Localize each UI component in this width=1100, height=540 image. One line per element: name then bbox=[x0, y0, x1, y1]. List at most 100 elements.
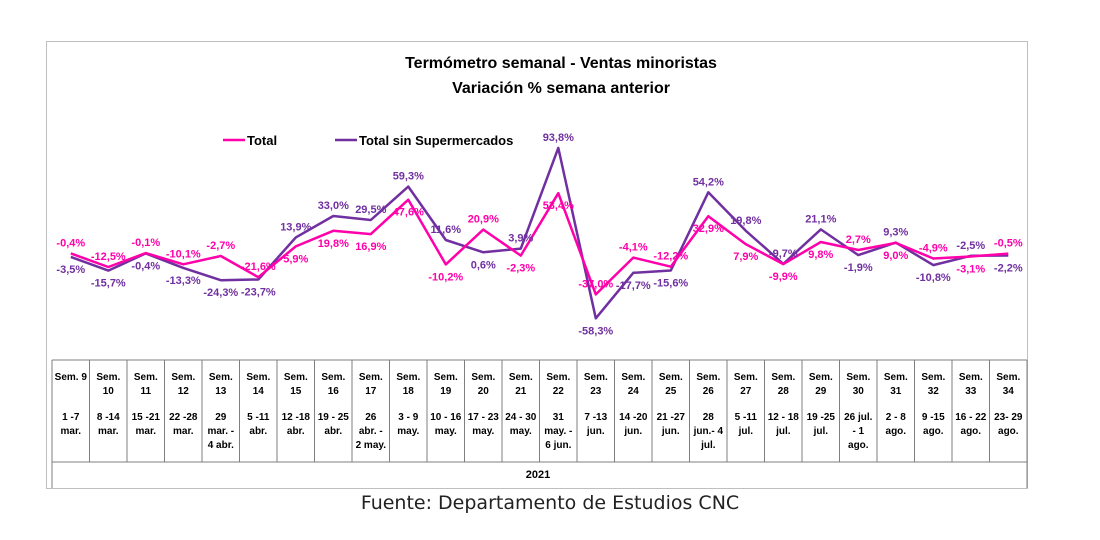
data-label-sin-supermercados: 11,6% bbox=[431, 224, 462, 236]
legend-label-total: Total bbox=[247, 133, 277, 148]
tick-week-label: Sem. bbox=[996, 372, 1020, 383]
data-label-sin-supermercados: 33,0% bbox=[318, 200, 349, 212]
tick-date-label: jul. bbox=[700, 440, 716, 451]
tick-date-label: 8 -14 bbox=[97, 412, 120, 423]
tick-week-label: 26 bbox=[703, 386, 715, 397]
data-label-sin-supermercados: -13,3% bbox=[166, 275, 201, 287]
data-label-sin-supermercados: 13,9% bbox=[280, 221, 311, 233]
data-label-sin-supermercados: 54,2% bbox=[693, 176, 724, 188]
tick-date-label: 2 - 8 bbox=[886, 412, 906, 423]
data-label-sin-supermercados: 0,6% bbox=[471, 259, 496, 271]
tick-date-label: ago. bbox=[961, 426, 982, 437]
tick-week-label: Sem. bbox=[809, 372, 833, 383]
tick-date-label: jun. bbox=[586, 426, 605, 437]
tick-date-label: 4 abr. bbox=[208, 440, 234, 451]
data-label-sin-supermercados: -58,3% bbox=[578, 325, 613, 337]
tick-week-label: 10 bbox=[103, 386, 115, 397]
tick-week-label: Sem. bbox=[659, 372, 683, 383]
tick-week-label: Sem. bbox=[846, 372, 870, 383]
data-label-total: -0,1% bbox=[131, 237, 160, 249]
data-label-sin-supermercados: 3,9% bbox=[508, 233, 533, 245]
tick-week-label: Sem. bbox=[771, 372, 795, 383]
tick-date-label: 24 - 30 bbox=[505, 412, 537, 423]
data-label-total: -10,2% bbox=[428, 271, 463, 283]
tick-week-label: 33 bbox=[965, 386, 977, 397]
data-label-sin-supermercados: -15,7% bbox=[91, 278, 126, 290]
tick-week-label: Sem. bbox=[884, 372, 908, 383]
tick-week-label: 24 bbox=[628, 386, 640, 397]
tick-week-label: Sem. 9 bbox=[55, 372, 88, 383]
series-line-total bbox=[70, 191, 1009, 296]
tick-date-label: mar. bbox=[136, 426, 157, 437]
data-label-sin-supermercados: -9,7% bbox=[769, 248, 798, 260]
data-label-total: 2,7% bbox=[846, 234, 871, 246]
tick-date-label: 10 - 16 bbox=[430, 412, 462, 423]
data-label-sin-supermercados: 21,1% bbox=[805, 213, 836, 225]
tick-date-label: abr. - bbox=[359, 426, 383, 437]
tick-date-label: 7 -13 bbox=[584, 412, 607, 423]
tick-week-label: Sem. bbox=[584, 372, 608, 383]
tick-week-label: 20 bbox=[478, 386, 490, 397]
data-label-total: -21,6% bbox=[241, 261, 276, 273]
data-label-total: 5,9% bbox=[283, 253, 308, 265]
data-label-total: 16,9% bbox=[355, 241, 386, 253]
data-label-total: 53,4% bbox=[543, 200, 574, 212]
tick-date-label: abr. bbox=[324, 426, 342, 437]
data-label-sin-supermercados: -10,8% bbox=[916, 272, 951, 284]
tick-week-label: Sem. bbox=[134, 372, 158, 383]
tick-date-label: 31 bbox=[553, 412, 565, 423]
tick-date-label: abr. bbox=[287, 426, 305, 437]
data-label-sin-supermercados: -2,2% bbox=[994, 263, 1023, 275]
data-label-total: -3,1% bbox=[956, 264, 985, 276]
tick-week-label: 15 bbox=[290, 386, 302, 397]
tick-date-label: 2 may. bbox=[356, 440, 387, 451]
tick-date-label: ago. bbox=[923, 426, 944, 437]
tick-date-label: 17 - 23 bbox=[468, 412, 500, 423]
data-label-sin-supermercados: 19,8% bbox=[730, 215, 761, 227]
tick-week-label: 31 bbox=[890, 386, 902, 397]
category-tick-labels: Sem. 9 1 -7 mar. Sem. 10 8 -14 mar. Sem. 11 15 -2… bbox=[55, 372, 1023, 451]
line-chart: Termómetro semanal - Ventas minoristas V… bbox=[51, 55, 1028, 488]
tick-week-label: 28 bbox=[778, 386, 790, 397]
series-lines bbox=[70, 146, 1009, 320]
data-label-sin-supermercados: -3,5% bbox=[56, 264, 85, 276]
tick-week-label: Sem. bbox=[734, 372, 758, 383]
tick-date-label: 26 jul. bbox=[844, 412, 873, 423]
series-line-sin-supermercados bbox=[70, 146, 1009, 320]
tick-date-label: 5 -11 bbox=[247, 412, 270, 423]
data-label-total: -2,3% bbox=[506, 263, 535, 275]
tick-week-label: Sem. bbox=[359, 372, 383, 383]
data-label-sin-supermercados: 93,8% bbox=[543, 132, 574, 144]
tick-week-label: 11 bbox=[141, 386, 152, 397]
source-note: Fuente: Departamento de Estudios CNC bbox=[360, 492, 740, 514]
data-label-total: -4,9% bbox=[919, 243, 948, 255]
tick-week-label: 19 bbox=[440, 386, 452, 397]
tick-date-label: 23- 29 bbox=[994, 412, 1023, 423]
data-labels: -0,4% -12,5% -0,1% -10,1% -2,7% -21,6% 5,9% 19,… bbox=[56, 132, 1022, 337]
data-label-sin-supermercados: -24,3% bbox=[203, 287, 238, 299]
data-label-total: -9,9% bbox=[769, 271, 798, 283]
data-label-total: 32,9% bbox=[693, 223, 724, 235]
tick-date-label: 15 -21 bbox=[132, 412, 161, 423]
tick-date-label: 21 -27 bbox=[657, 412, 686, 423]
tick-date-label: may. bbox=[397, 426, 419, 437]
tick-date-label: 1 -7 bbox=[62, 412, 80, 423]
chart-subtitle: Variación % semana anterior bbox=[452, 80, 670, 97]
data-label-total: -12,2% bbox=[653, 251, 688, 263]
tick-week-label: Sem. bbox=[696, 372, 720, 383]
tick-week-label: 16 bbox=[328, 386, 340, 397]
chart-title: Termómetro semanal - Ventas minoristas bbox=[405, 55, 717, 72]
tick-date-label: 6 jun. bbox=[545, 440, 571, 451]
tick-date-label: - 1 bbox=[852, 426, 864, 437]
tick-week-label: Sem. bbox=[509, 372, 533, 383]
tick-date-label: jun. bbox=[661, 426, 680, 437]
data-label-total: -2,7% bbox=[206, 240, 235, 252]
data-label-total: -10,1% bbox=[166, 248, 201, 260]
data-label-total: 20,9% bbox=[468, 214, 499, 226]
tick-date-label: 26 bbox=[365, 412, 377, 423]
tick-week-label: 12 bbox=[178, 386, 190, 397]
tick-date-label: ago. bbox=[848, 440, 869, 451]
data-label-sin-supermercados: -23,7% bbox=[241, 287, 276, 299]
tick-week-label: 21 bbox=[515, 386, 527, 397]
tick-week-label: 18 bbox=[403, 386, 415, 397]
